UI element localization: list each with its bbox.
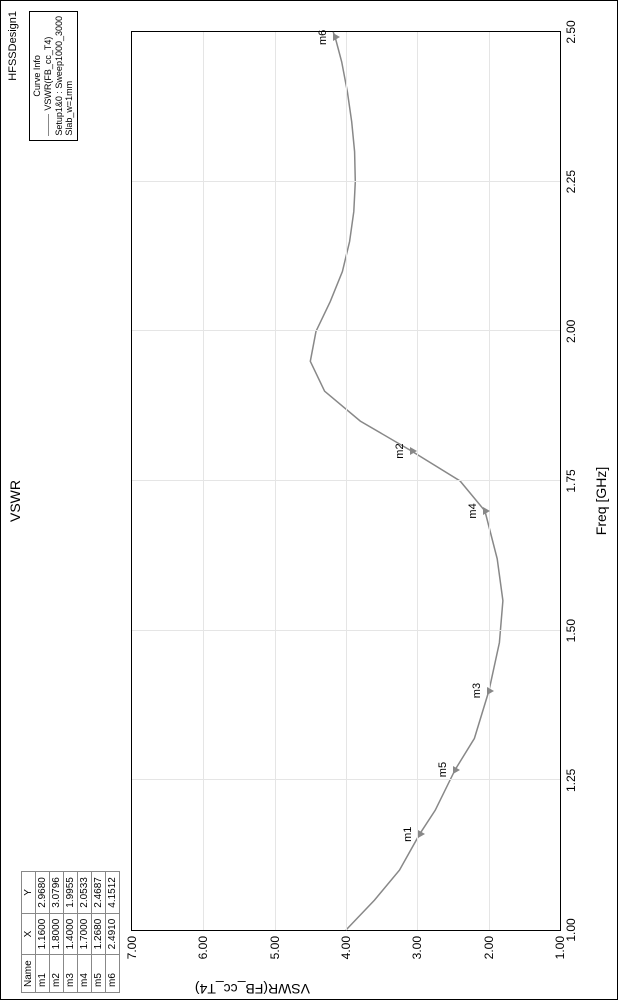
chart-plot-area: 1.001.251.501.752.002.252.501.002.003.00… bbox=[131, 31, 561, 931]
table-cell: m4 bbox=[78, 955, 92, 993]
table-row: m51.26802.4687 bbox=[92, 872, 106, 993]
table-cell: 1.1600 bbox=[36, 913, 50, 955]
marker-label: m6 bbox=[317, 30, 329, 45]
y-tick-label: 2.00 bbox=[482, 936, 496, 959]
y-tick-label: 4.00 bbox=[339, 936, 353, 959]
table-cell: 1.9955 bbox=[64, 872, 78, 914]
table-cell: 1.2680 bbox=[92, 913, 106, 955]
table-row: m62.49104.1512 bbox=[106, 872, 120, 993]
marker-icon bbox=[487, 687, 494, 695]
marker-label: m5 bbox=[437, 762, 449, 777]
legend-title: Curve Info bbox=[32, 16, 43, 136]
x-tick-label: 2.00 bbox=[564, 320, 578, 343]
x-tick-label: 1.50 bbox=[564, 619, 578, 642]
marker-icon bbox=[483, 507, 490, 515]
table-cell: 1.8000 bbox=[50, 913, 64, 955]
table-cell: 2.9680 bbox=[36, 872, 50, 914]
gridline-horizontal bbox=[346, 32, 347, 930]
legend-line-icon bbox=[48, 114, 49, 136]
table-cell: m3 bbox=[64, 955, 78, 993]
y-axis-label: VSWR(FB_cc_T4) bbox=[195, 981, 310, 997]
x-tick-label: 1.75 bbox=[564, 469, 578, 492]
table-cell: 3.0796 bbox=[50, 872, 64, 914]
y-tick-label: 5.00 bbox=[268, 936, 282, 959]
table-row: m41.70002.0533 bbox=[78, 872, 92, 993]
x-tick-label: 2.50 bbox=[564, 20, 578, 43]
chart-title: VSWR bbox=[7, 1, 23, 1000]
gridline-horizontal bbox=[203, 32, 204, 930]
table-cell: 2.4910 bbox=[106, 913, 120, 955]
table-cell: m6 bbox=[106, 955, 120, 993]
x-tick-label: 1.25 bbox=[564, 769, 578, 792]
marker-label: m2 bbox=[394, 443, 406, 458]
marker-label: m3 bbox=[471, 683, 483, 698]
table-cell: 4.1512 bbox=[106, 872, 120, 914]
gridline-horizontal bbox=[489, 32, 490, 930]
y-tick-label: 3.00 bbox=[410, 936, 424, 959]
legend-box: Curve Info VSWR(FB_cc_T4) Setup1&0 : Swe… bbox=[29, 11, 78, 141]
marker-label: m1 bbox=[402, 827, 414, 842]
legend-series: VSWR(FB_cc_T4) bbox=[43, 16, 54, 136]
marker-icon bbox=[333, 33, 340, 41]
legend-note: Slab_w=1mm bbox=[64, 16, 75, 136]
legend-setup: Setup1&0 : Sweep1000_3000 bbox=[54, 16, 65, 136]
table-cell: m2 bbox=[50, 955, 64, 993]
legend-series-label: VSWR(FB_cc_T4) bbox=[43, 37, 53, 111]
table-row: m11.16002.9680 bbox=[36, 872, 50, 993]
gridline-horizontal bbox=[275, 32, 276, 930]
table-cell: m1 bbox=[36, 955, 50, 993]
table-cell: 2.4687 bbox=[92, 872, 106, 914]
marker-icon bbox=[410, 447, 417, 455]
marker-data-table: Name X Y m11.16002.9680m21.80003.0796m31… bbox=[21, 871, 120, 993]
th-x: X bbox=[22, 913, 36, 955]
x-tick-label: 2.25 bbox=[564, 170, 578, 193]
table-cell: m5 bbox=[92, 955, 106, 993]
marker-icon bbox=[453, 766, 460, 774]
marker-icon bbox=[418, 830, 425, 838]
th-name: Name bbox=[22, 955, 36, 993]
th-y: Y bbox=[22, 872, 36, 914]
y-tick-label: 6.00 bbox=[196, 936, 210, 959]
gridline-horizontal bbox=[417, 32, 418, 930]
marker-label: m4 bbox=[467, 503, 479, 518]
table-row: m31.40001.9955 bbox=[64, 872, 78, 993]
table-cell: 1.7000 bbox=[78, 913, 92, 955]
table-cell: 1.4000 bbox=[64, 913, 78, 955]
table-cell: 2.0533 bbox=[78, 872, 92, 914]
x-axis-label: Freq [GHz] bbox=[593, 1, 609, 1000]
plot-rotated-container: VSWR HFSSDesign1 Name X Y m11.16002.9680… bbox=[1, 1, 618, 1000]
y-tick-label: 1.00 bbox=[553, 936, 567, 959]
design-name-label: HFSSDesign1 bbox=[7, 11, 19, 81]
y-tick-label: 7.00 bbox=[125, 936, 139, 959]
table-row: m21.80003.0796 bbox=[50, 872, 64, 993]
page-frame: VSWR HFSSDesign1 Name X Y m11.16002.9680… bbox=[0, 0, 618, 1000]
